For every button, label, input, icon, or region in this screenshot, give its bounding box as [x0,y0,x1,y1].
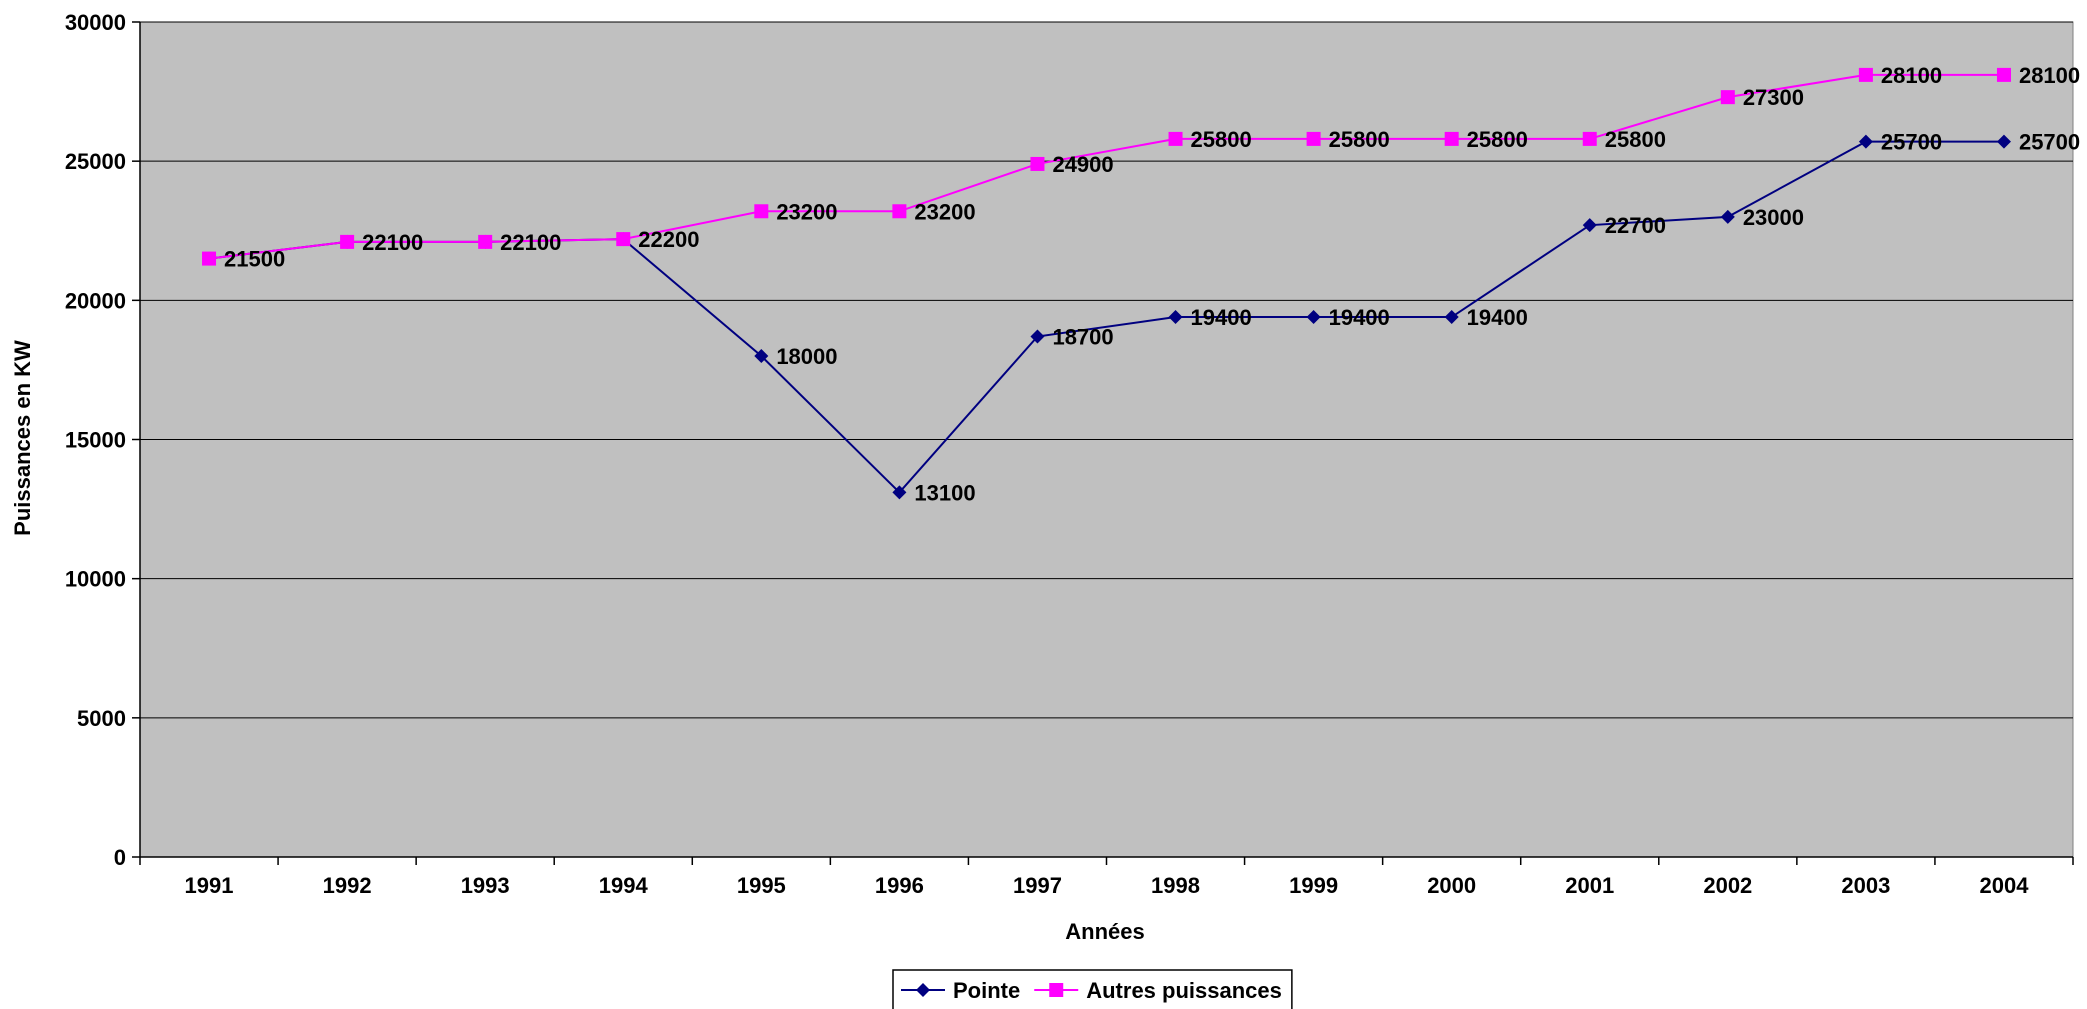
x-axis-title: Années [1065,919,1144,944]
data-label: 25800 [1191,127,1252,152]
data-label: 22100 [362,230,423,255]
legend-item: Pointe [901,978,1020,1003]
y-tick-label: 0 [114,845,126,870]
data-label: 22700 [1605,213,1666,238]
data-label: 27300 [1743,85,1804,110]
x-tick-label: 2003 [1841,873,1890,898]
data-point [1444,310,1459,325]
data-label: 18000 [776,344,837,369]
data-label: 28100 [1881,63,1942,88]
data-point [1996,134,2011,149]
data-label: 23200 [914,199,975,224]
legend-label: Pointe [953,978,1020,1003]
x-tick-label: 1992 [323,873,372,898]
series-line [208,73,2004,260]
data-point [1858,134,1873,149]
data-point [478,234,493,249]
data-label: 21500 [224,247,285,272]
x-tick-label: 1999 [1289,873,1338,898]
data-label: 25800 [1467,127,1528,152]
data-point [892,204,907,219]
y-tick-label: 30000 [65,10,126,35]
x-tick-label: 1993 [461,873,510,898]
data-label: 25800 [1605,127,1666,152]
x-tick-label: 1991 [185,873,234,898]
data-point [892,485,907,500]
data-label: 25800 [1329,127,1390,152]
data-label: 22100 [500,230,561,255]
data-point [1168,310,1183,325]
x-tick-label: 2004 [1979,873,2029,898]
x-tick-label: 1994 [599,873,649,898]
y-tick-label: 15000 [65,428,126,453]
legend-label: Autres puissances [1086,978,1282,1003]
legend-marker [916,983,930,997]
y-axis: 0 5000 10000 15000 20000 25000 30000 [65,10,141,870]
x-tick-label: 1997 [1013,873,1062,898]
y-axis-title: Puissances en KW [10,340,35,536]
data-label: 19400 [1329,305,1390,330]
data-point [1720,209,1735,224]
data-point [1030,329,1045,344]
data-label: 13100 [914,480,975,505]
data-point [1858,67,1873,82]
series-autres-puissances: 21500 22100 22100 22200 23200 23200 24900 25800… [202,63,2080,272]
y-tick-label: 20000 [65,288,126,313]
data-point [1444,131,1459,146]
x-tick-label: 1996 [875,873,924,898]
data-label: 18700 [1052,325,1113,350]
data-label: 28100 [2019,63,2080,88]
x-tick-label: 1998 [1151,873,1200,898]
y-tick-label: 25000 [65,149,126,174]
data-point [1168,131,1183,146]
data-label: 25700 [1881,130,1942,155]
data-point [754,204,769,219]
data-point [754,349,769,363]
data-point [1306,131,1321,146]
data-label: 23000 [1743,205,1804,230]
data-point [340,234,355,249]
data-point [1996,67,2011,82]
legend: Pointe Autres puissances [892,969,1293,1009]
data-point [202,251,217,266]
x-axis: 1991 1992 1993 1994 1995 1996 1997 1998 1999 2000… [139,856,2074,898]
data-point [616,232,631,247]
legend-item: Autres puissances [1034,978,1282,1003]
data-label: 23200 [776,199,837,224]
data-point [1582,131,1597,146]
x-tick-label: 2000 [1427,873,1476,898]
data-point [1582,218,1597,233]
data-label: 19400 [1191,305,1252,330]
series-layer: 18000 13100 18700 19400 19400 19400 22700 23000… [202,63,2080,505]
data-label: 24900 [1052,152,1113,177]
data-point [1720,90,1735,105]
data-point [1030,156,1045,171]
y-tick-label: 5000 [77,706,126,731]
x-tick-label: 1995 [737,873,786,898]
y-tick-label: 10000 [65,567,126,592]
legend-marker [1049,983,1064,997]
data-point [1306,310,1321,325]
legend-box [892,969,1293,1009]
data-label: 25700 [2019,130,2080,155]
x-tick-label: 2002 [1703,873,1752,898]
data-label: 19400 [1467,305,1528,330]
data-label: 22200 [638,227,699,252]
x-tick-label: 2001 [1565,873,1614,898]
plot-area [139,21,2074,858]
